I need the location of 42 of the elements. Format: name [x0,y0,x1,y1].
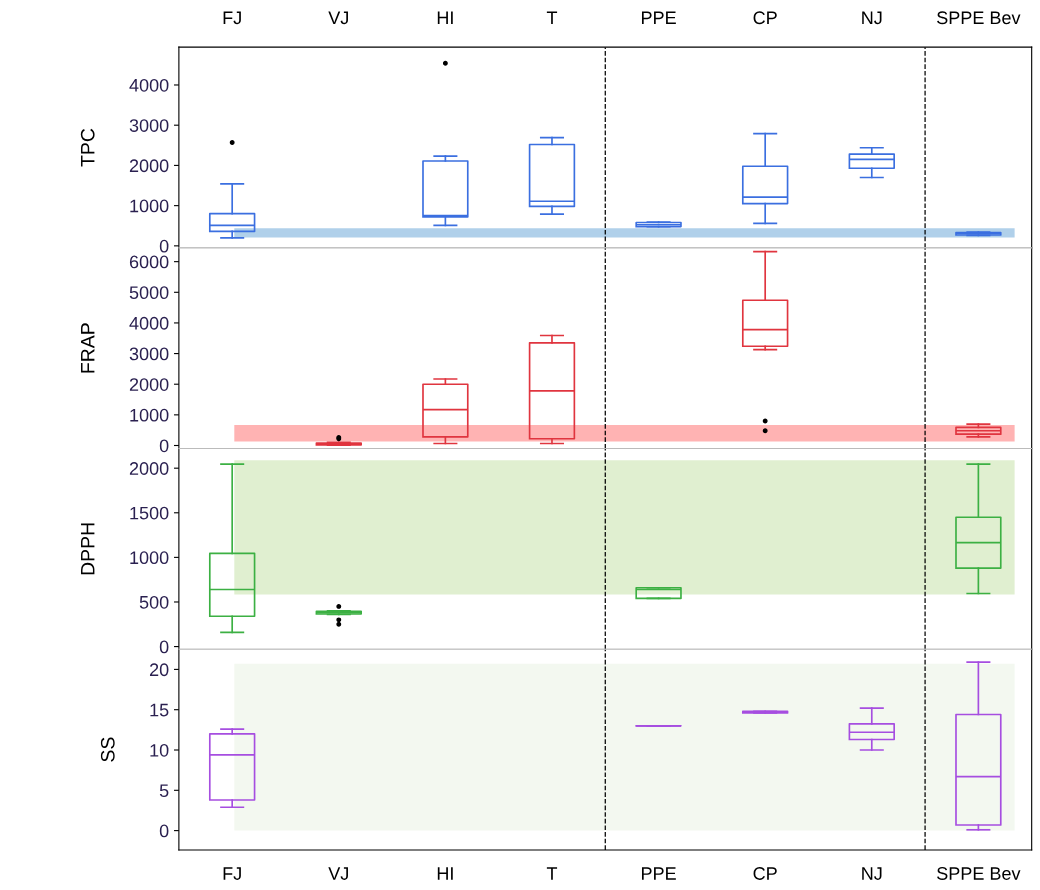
y-tick-label: 3000 [129,119,169,132]
y-axis-title: FRAP [81,323,95,373]
x-tick-label: SPPE Bev [937,867,1021,880]
y-tick-label: 0 [159,239,169,253]
y-tick-label: 5 [159,784,169,798]
x-tick-label: CP [753,867,777,880]
x-tick-label: NJ [862,11,882,25]
y-tick-label: 2000 [129,462,169,475]
y-tick-label: 0 [159,824,169,838]
y-tick-label: 4000 [129,78,169,92]
x-tick-label: HI [437,11,453,24]
x-tick-label: FJ [223,867,241,880]
y-tick-label: 1000 [130,199,169,213]
y-tick-label: 10 [150,743,169,757]
y-tick-label: 1000 [130,408,169,422]
x-tick-label: VJ [328,11,348,25]
y-tick-label: 15 [150,703,169,717]
y-tick-label: 5000 [129,286,169,300]
y-axis-title: DPPH [81,523,95,575]
x-tick-label: VJ [328,867,348,880]
x-tick-label: NJ [862,867,882,880]
x-tick-label: PPE [642,11,676,24]
y-tick-label: 2000 [129,159,169,173]
y-tick-label: 6000 [129,255,169,269]
x-tick-label: CP [753,11,777,25]
y-tick-label: 0 [159,439,169,453]
x-tick-label: T [546,867,558,880]
y-axis-title: SS [100,737,115,762]
y-axis-title: TPC [80,128,95,167]
y-tick-label: 500 [139,595,169,609]
y-tick-label: 0 [159,640,169,654]
y-tick-label: 4000 [129,316,169,330]
x-tick-label: HI [437,867,453,880]
y-tick-label: 1500 [130,506,169,520]
x-tick-label: FJ [223,11,241,25]
x-tick-label: PPE [642,867,676,880]
y-tick-label: 2000 [129,378,169,391]
y-tick-label: 1000 [130,551,169,565]
x-tick-label: T [546,11,558,24]
y-tick-label: 3000 [129,347,169,361]
x-tick-label: SPPE Bev [937,11,1021,25]
y-tick-label: 20 [149,663,169,677]
